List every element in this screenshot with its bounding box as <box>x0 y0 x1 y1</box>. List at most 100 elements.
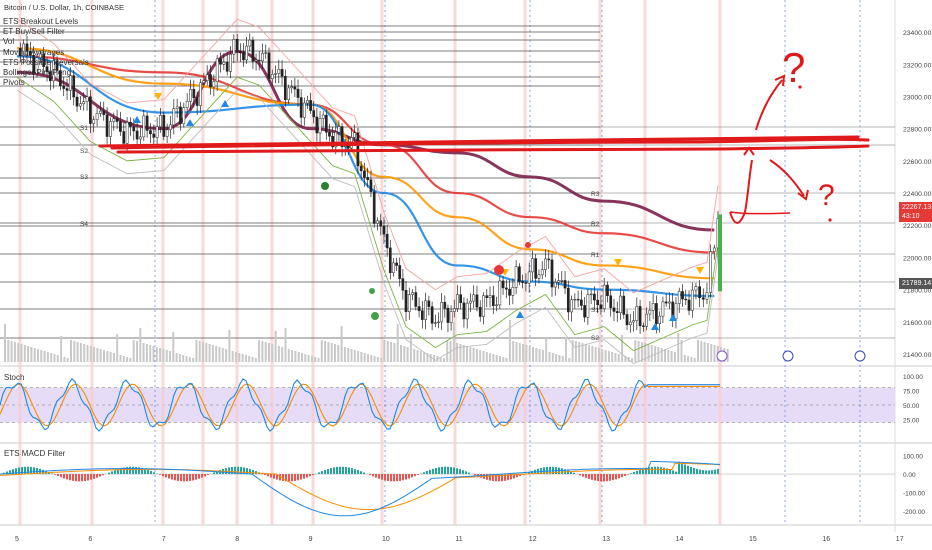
macd-histogram-bar <box>273 474 275 479</box>
macd-histogram-bar <box>528 472 530 475</box>
price-tick: 23200.00 <box>903 62 932 69</box>
macd-histogram-bar <box>201 474 203 478</box>
volume-bar <box>198 341 201 362</box>
candle-body <box>202 80 206 84</box>
macd-histogram-bar <box>378 474 380 479</box>
candle-body <box>469 300 472 304</box>
legend-item[interactable]: Moving Averages <box>3 47 65 57</box>
event-band <box>18 0 22 525</box>
macd-histogram-bar <box>279 474 281 481</box>
macd-histogram-bar <box>285 474 287 482</box>
candle-body <box>238 51 242 53</box>
candle-body <box>459 294 463 304</box>
reversal-dot <box>494 265 504 275</box>
volume-bar <box>541 350 544 362</box>
candle-body <box>129 122 132 127</box>
macd-histogram-bar <box>186 474 188 482</box>
legend-item[interactable]: ET Buy/Sell Filter <box>3 27 65 37</box>
hand-drawn-resistance <box>98 135 870 154</box>
macd-histogram-bar <box>318 472 320 475</box>
macd-histogram-bar <box>57 474 59 477</box>
volume-bar <box>693 358 696 362</box>
candle-body <box>49 71 52 82</box>
candle-body <box>472 294 476 302</box>
candle-body <box>612 307 616 312</box>
candle-body <box>155 126 159 138</box>
reversal-dot <box>369 288 375 294</box>
macd-histogram-bar <box>309 474 311 477</box>
volume-bar <box>231 351 234 362</box>
hand-drawn-arrowhead <box>743 146 755 156</box>
candle-body <box>440 302 444 323</box>
volume-bar <box>604 350 607 362</box>
macd-histogram-bar <box>75 474 77 482</box>
volume-bar <box>383 340 386 362</box>
candle-body <box>544 258 547 270</box>
volume-bar <box>287 349 290 362</box>
macd-histogram-bar <box>549 466 551 475</box>
candle-body <box>306 100 309 104</box>
volume-bar <box>650 345 653 362</box>
candle-body <box>119 121 122 132</box>
price-tick: 22600.00 <box>903 159 932 166</box>
volume-bar <box>195 340 198 362</box>
volume-bar <box>152 346 155 362</box>
candle-body <box>382 226 386 235</box>
volume-bar <box>640 342 643 362</box>
volume-bar <box>624 356 627 362</box>
volume-bar <box>687 356 690 362</box>
macd-histogram-bar <box>660 467 662 475</box>
candle-body <box>687 299 691 311</box>
macd-histogram-bar <box>690 466 692 475</box>
volume-bar <box>40 350 43 362</box>
volume-bar <box>244 355 247 362</box>
candle-body <box>92 119 96 124</box>
volume-bar <box>238 353 241 362</box>
macd-histogram-bar <box>717 469 719 475</box>
candle-body <box>219 58 222 65</box>
question-mark: ? <box>818 179 835 212</box>
macd-histogram-bar <box>510 474 512 480</box>
macd-histogram-bar <box>645 467 647 475</box>
candle-body <box>645 313 648 327</box>
candle-body <box>414 292 418 307</box>
stoch-tick: 75.00 <box>903 389 920 396</box>
macd-histogram-bar <box>423 472 425 475</box>
moving-average-line <box>16 47 715 280</box>
volume-bar <box>416 350 419 362</box>
candle-body <box>52 60 56 82</box>
volume-bar <box>334 344 336 362</box>
macd-histogram-bar <box>231 466 233 475</box>
volume-bar <box>251 357 254 362</box>
macd-histogram-bar <box>417 474 419 475</box>
event-band <box>523 0 527 525</box>
macd-histogram-bar <box>375 474 377 478</box>
legend-item[interactable]: Bollinger PingPong <box>3 68 72 77</box>
candle-body <box>495 304 498 307</box>
volume-bar <box>456 343 459 362</box>
candle-body <box>296 88 300 98</box>
volume-bar <box>350 349 353 362</box>
legend-item[interactable]: ETS Breakout Levels <box>3 17 79 26</box>
volume-bar <box>518 343 521 362</box>
volume-bar <box>588 345 591 362</box>
volume-bar <box>93 347 96 362</box>
volume-bar <box>119 355 122 362</box>
legend-item[interactable]: Pivots <box>3 78 25 88</box>
legend-item[interactable]: Vol <box>3 37 15 47</box>
volume-bar <box>370 355 373 362</box>
legend-item[interactable]: ETS Possible Reversals <box>3 57 89 67</box>
candle-body <box>55 60 59 71</box>
candle-body <box>315 116 319 134</box>
candle-body <box>293 86 297 90</box>
macd-histogram-bar <box>21 467 23 475</box>
time-label: 11 <box>455 536 462 543</box>
macd-histogram-bar <box>426 471 428 475</box>
candle-body <box>518 266 521 282</box>
candle-body <box>427 300 431 307</box>
pivot-label: S1 <box>80 125 88 132</box>
volume-bar <box>353 350 356 362</box>
event-band <box>598 0 602 525</box>
volume-bar <box>591 346 594 362</box>
